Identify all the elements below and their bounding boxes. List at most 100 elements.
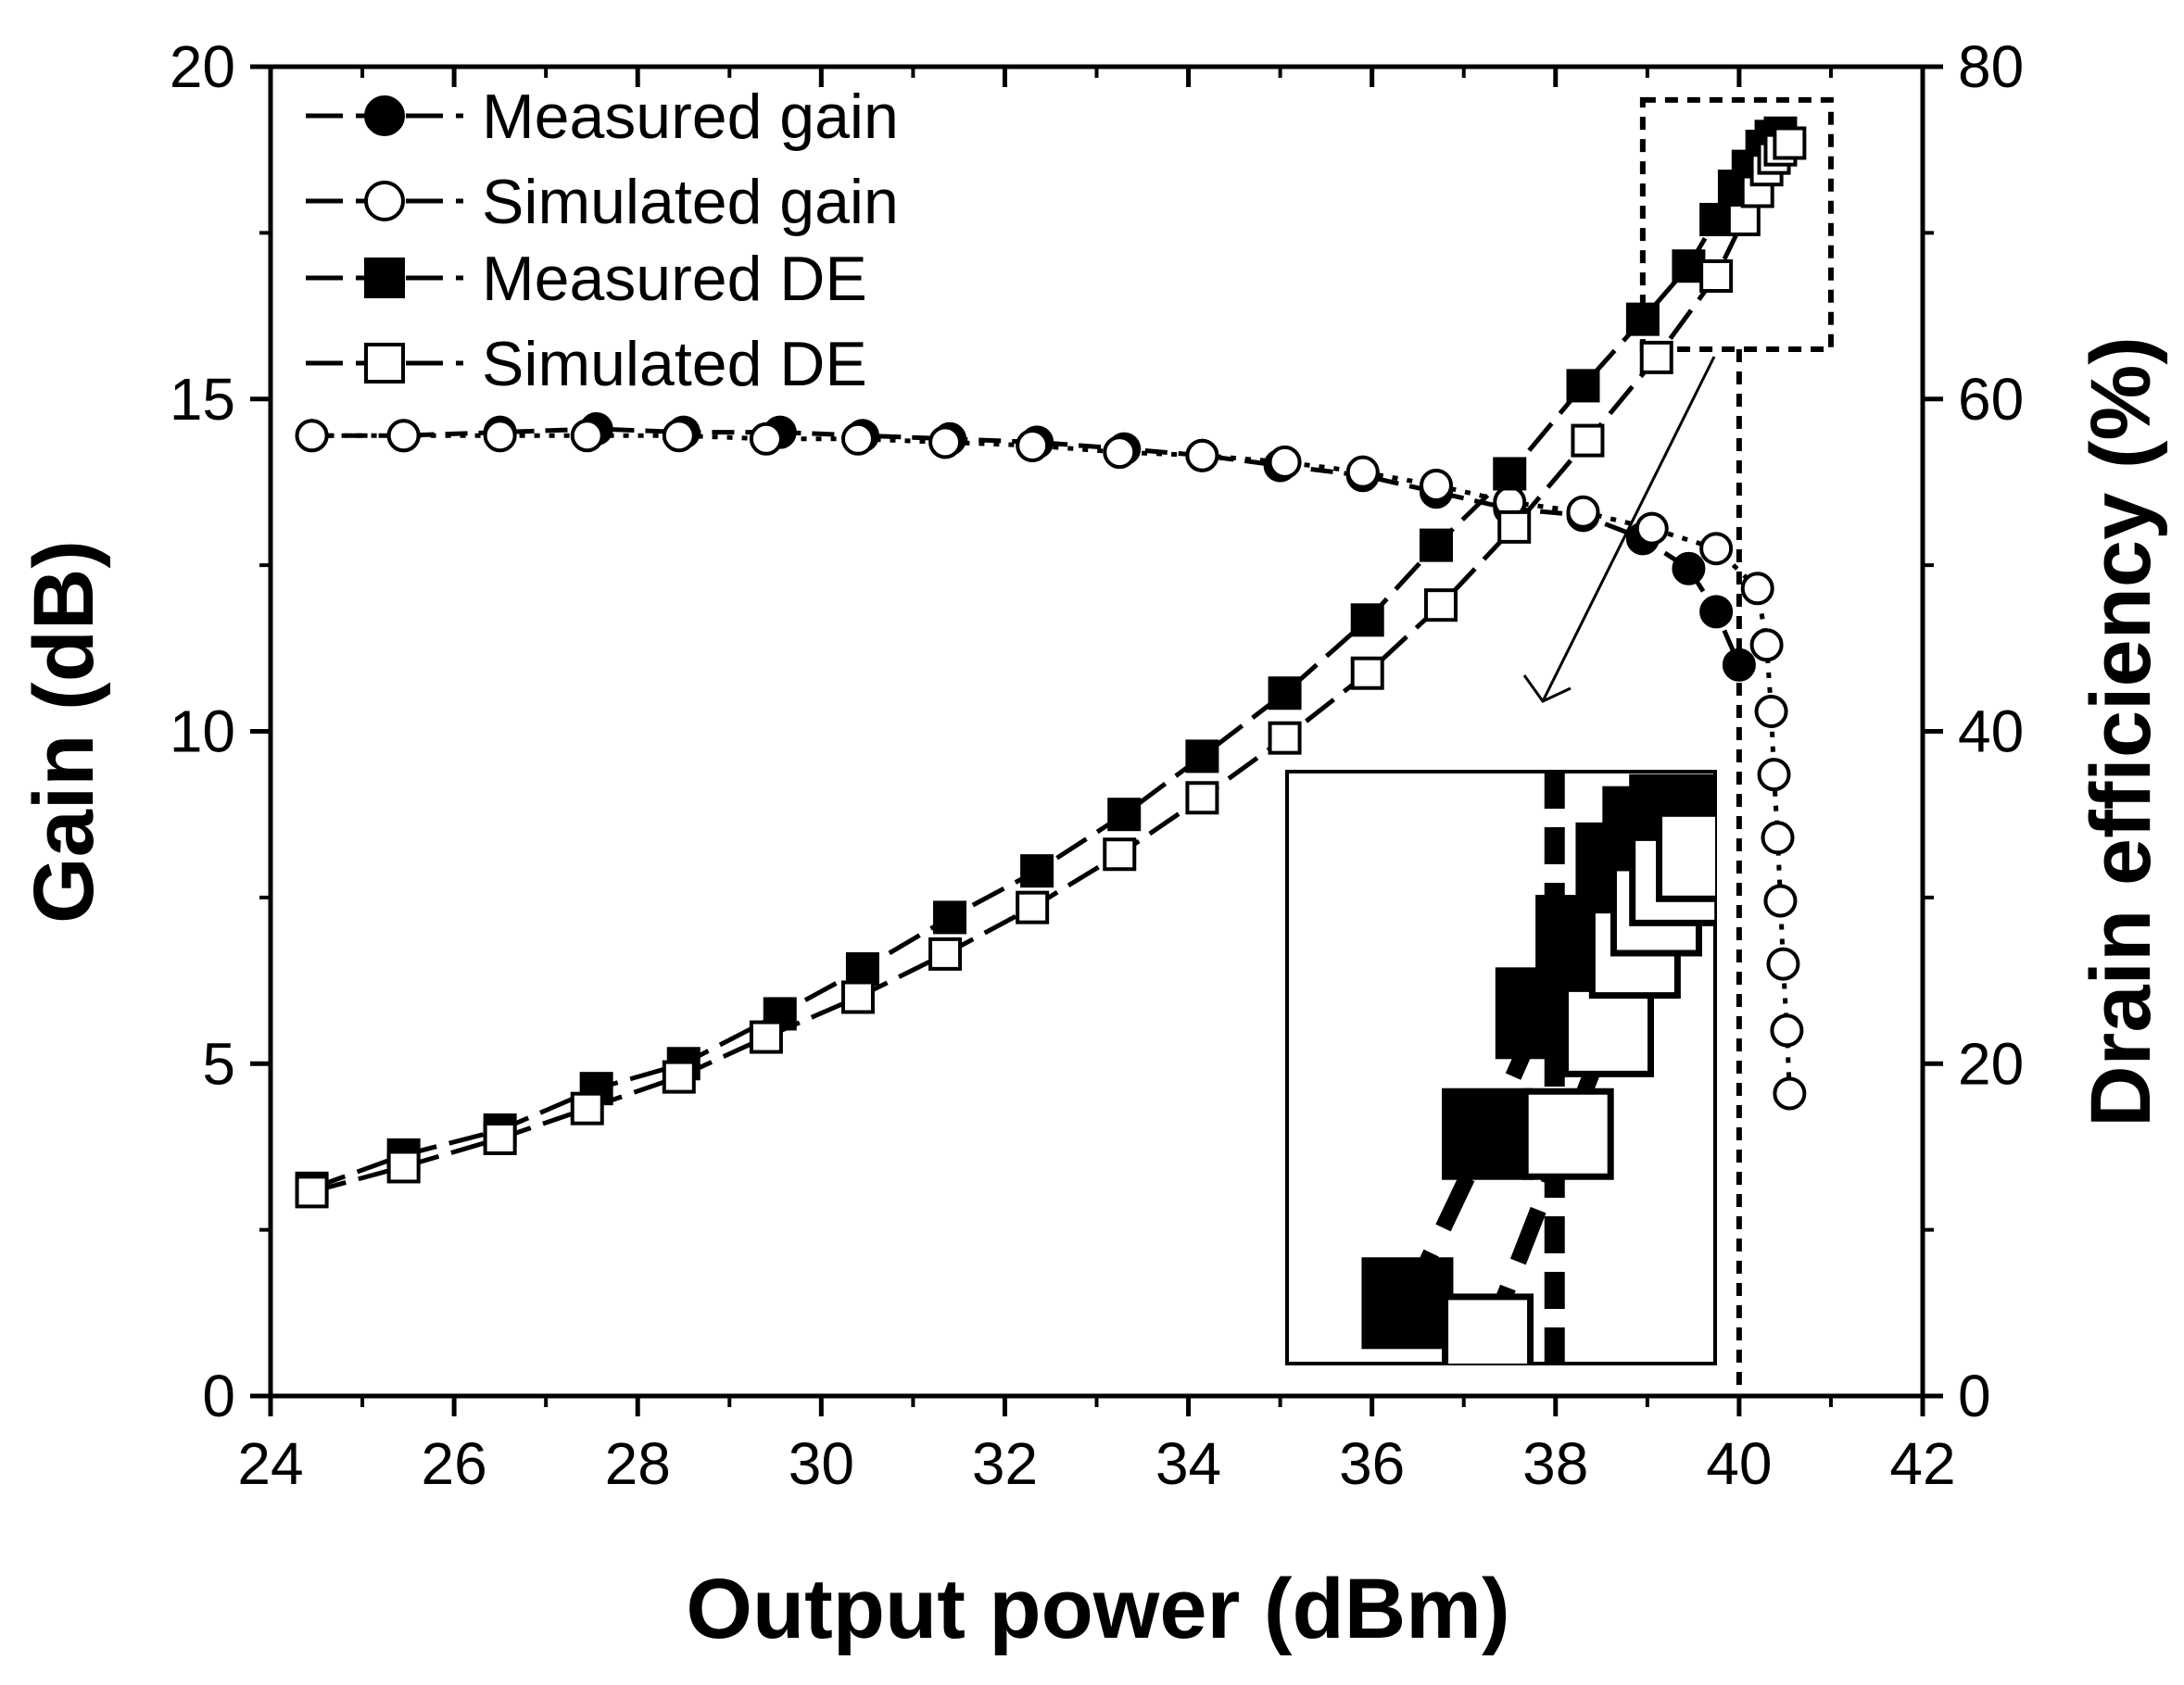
data-point	[662, 1060, 696, 1094]
data-point	[928, 937, 963, 971]
x-tick-label: 28	[605, 1430, 671, 1497]
legend-label: Simulated DE	[482, 329, 867, 399]
data-point	[1185, 781, 1219, 815]
data-point	[1635, 511, 1669, 546]
data-point	[1757, 758, 1791, 792]
data-point	[1773, 1076, 1807, 1111]
data-point	[570, 1091, 604, 1125]
x-tick-label: 26	[422, 1430, 487, 1497]
y2-tick-label: 40	[1958, 698, 2024, 765]
data-point	[749, 421, 783, 456]
data-point	[1268, 721, 1302, 755]
data-point	[1754, 694, 1788, 728]
x-tick-label: 32	[972, 1430, 1038, 1497]
x-tick-label: 34	[1155, 1430, 1221, 1497]
y2-tick-label: 0	[1958, 1363, 1991, 1429]
y-axis-title: Gain (dB)	[17, 540, 111, 924]
x-axis-title: Output power (dBm)	[686, 1562, 1509, 1656]
data-point	[1345, 455, 1380, 489]
y-tick-label: 5	[202, 1030, 235, 1097]
legend-item: Measured DE	[306, 244, 867, 314]
data-point	[1103, 837, 1137, 872]
y-axis-left: 0 5 10 15 20	[170, 33, 271, 1429]
data-point	[1103, 435, 1137, 470]
y-tick-label: 10	[170, 698, 235, 765]
series-simulated-de	[295, 126, 1807, 1209]
data-point	[1562, 985, 1654, 1077]
y-tick-label: 0	[202, 1363, 235, 1429]
data-point	[1625, 302, 1660, 336]
data-point	[1740, 572, 1774, 606]
data-point	[1773, 126, 1807, 160]
x-tick-label: 38	[1522, 1430, 1588, 1497]
data-point	[1350, 603, 1384, 637]
data-point	[364, 181, 405, 221]
data-point	[1763, 884, 1798, 918]
data-point	[662, 419, 696, 453]
data-point	[840, 421, 875, 456]
data-point	[1699, 259, 1734, 294]
data-point	[483, 1121, 517, 1155]
data-point	[1672, 249, 1706, 283]
series-simulated-gain	[295, 419, 1807, 1111]
data-point	[1699, 595, 1734, 629]
data-point	[1699, 203, 1734, 237]
data-point	[1639, 340, 1673, 374]
data-point	[1442, 1293, 1534, 1364]
annotations	[1522, 96, 1834, 1396]
legend-label: Measured DE	[482, 244, 867, 314]
data-point	[1722, 648, 1756, 682]
y2-tick-label: 80	[1958, 33, 2024, 100]
inset-content	[1361, 772, 1715, 1364]
legend-label: Measured gain	[482, 82, 899, 152]
inset-series-simulated-de	[1442, 810, 1715, 1364]
y2-axis-title: Drain efficiency (%)	[2074, 336, 2168, 1127]
data-point	[295, 1175, 329, 1209]
y2-tick-label: 20	[1958, 1030, 2024, 1097]
data-point	[1699, 532, 1734, 566]
x-tick-label: 36	[1339, 1430, 1405, 1497]
data-point	[483, 419, 517, 453]
data-point	[1268, 676, 1302, 710]
data-point	[1016, 890, 1050, 924]
data-point	[749, 1020, 783, 1054]
data-point	[386, 1150, 421, 1184]
data-point	[933, 900, 967, 935]
data-point	[1107, 798, 1142, 832]
data-point	[1656, 810, 1715, 902]
data-point	[1350, 656, 1384, 690]
data-point	[1761, 821, 1795, 855]
data-point	[1766, 947, 1800, 981]
legend-label: Simulated gain	[482, 167, 899, 237]
data-point	[1420, 469, 1454, 503]
y-tick-label: 15	[170, 366, 235, 433]
data-point	[1497, 509, 1532, 544]
y2-tick-label: 60	[1958, 366, 2024, 433]
x-tick-label: 42	[1889, 1430, 1955, 1497]
legend-item: Measured gain	[306, 82, 899, 152]
data-point	[1726, 203, 1761, 237]
data-point	[1521, 1088, 1614, 1180]
data-point	[1185, 739, 1219, 773]
data-point	[1016, 428, 1050, 462]
data-point	[364, 343, 405, 384]
data-point	[364, 258, 405, 298]
data-point	[928, 425, 963, 459]
data-point	[1442, 1088, 1534, 1180]
data-point	[1566, 495, 1600, 529]
data-point	[570, 419, 604, 453]
data-point	[1493, 457, 1527, 491]
data-point	[1185, 438, 1219, 472]
inset	[1285, 770, 1717, 1365]
y-axis-right: 0 20 40 60 80	[1923, 33, 2024, 1429]
x-axis: 24 26 28 30 32 34 36 38 40 42	[237, 67, 1956, 1497]
data-point	[840, 980, 875, 1014]
series-line	[311, 426, 1742, 666]
data-point	[1571, 423, 1605, 458]
data-point	[1770, 1013, 1804, 1048]
data-point	[1423, 588, 1458, 622]
data-point	[1749, 628, 1784, 662]
zoom-box	[1639, 96, 1834, 352]
